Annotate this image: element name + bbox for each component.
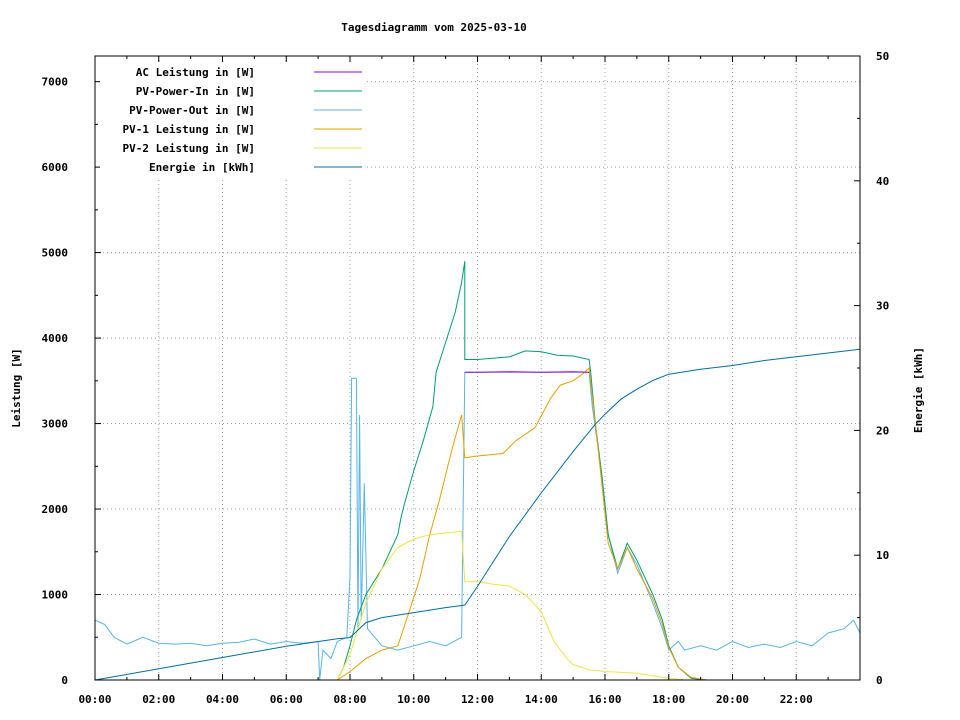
y2-axis-label: Energie [kWh] xyxy=(912,347,925,433)
legend-label: PV-Power-Out in [W] xyxy=(129,104,255,117)
legend: AC Leistung in [W] PV-Power-In in [W] PV-P… xyxy=(100,62,366,178)
series-line-0 xyxy=(464,371,590,373)
x-tick-label: 18:00 xyxy=(652,693,685,706)
x-tick-label: 22:00 xyxy=(780,693,813,706)
legend-label: PV-1 Leistung in [W] xyxy=(123,123,255,136)
series-line-1 xyxy=(336,261,708,681)
axis-layer: 00:00 02:00 04:00 06:00 08:00 10:00 12:00 14:00… xyxy=(42,50,890,706)
y-axis-label: Leistung [W] xyxy=(10,348,23,427)
x-tick-label: 06:00 xyxy=(270,693,303,706)
y2-tick-label: 50 xyxy=(876,50,889,63)
x-tick-label: 16:00 xyxy=(588,693,621,706)
x-tick-label: 02:00 xyxy=(142,693,175,706)
legend-label: Energie in [kWh] xyxy=(149,161,255,174)
y-tick-label: 5000 xyxy=(42,247,69,260)
y-tick-label: 4000 xyxy=(42,332,69,345)
y2-tick-label: 0 xyxy=(876,674,883,687)
series-line-4 xyxy=(336,530,685,681)
series-line-3 xyxy=(337,366,708,681)
y2-tick-label: 10 xyxy=(876,549,889,562)
y2-tick-label: 30 xyxy=(876,300,889,313)
x-tick-label: 08:00 xyxy=(333,693,366,706)
x-tick-label: 04:00 xyxy=(206,693,239,706)
legend-label: AC Leistung in [W] xyxy=(136,66,255,79)
plot-frame xyxy=(94,55,861,681)
y-tick-label: 7000 xyxy=(42,76,69,89)
x-tick-label: 20:00 xyxy=(716,693,749,706)
chart-title: Tagesdiagramm vom 2025-03-10 xyxy=(341,21,526,34)
y-tick-label: 3000 xyxy=(42,418,69,431)
y-tick-label: 0 xyxy=(61,674,68,687)
x-tick-label: 14:00 xyxy=(525,693,558,706)
legend-background xyxy=(100,62,366,178)
y2-tick-label: 40 xyxy=(876,175,889,188)
y2-tick-label: 20 xyxy=(876,424,889,437)
series-line-5 xyxy=(94,348,861,681)
y-tick-label: 1000 xyxy=(42,589,69,602)
x-tick-label: 00:00 xyxy=(78,693,111,706)
legend-label: PV-Power-In in [W] xyxy=(136,85,255,98)
x-tick-label: 10:00 xyxy=(397,693,430,706)
series-line-2 xyxy=(94,371,861,681)
x-tick-label: 12:00 xyxy=(461,693,494,706)
legend-label: PV-2 Leistung in [W] xyxy=(123,142,255,155)
series-layer xyxy=(94,261,861,681)
y-tick-label: 6000 xyxy=(42,161,69,174)
y-tick-label: 2000 xyxy=(42,503,69,516)
